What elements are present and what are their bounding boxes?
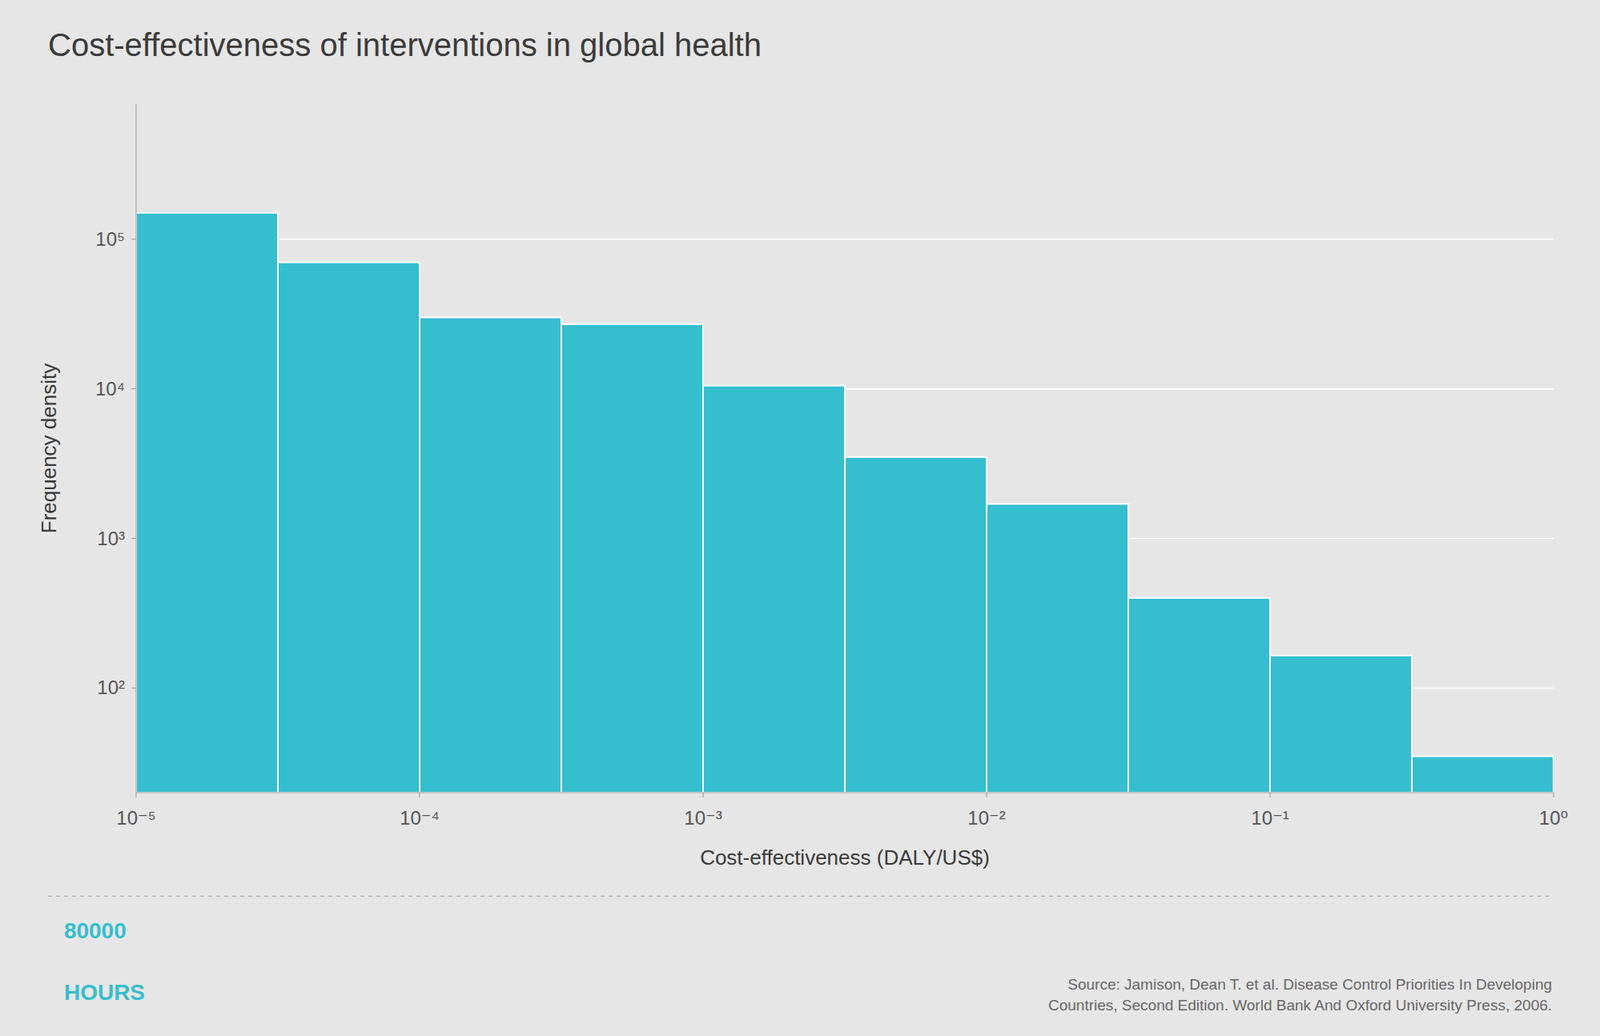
bars — [136, 213, 1554, 793]
x-tick — [703, 792, 704, 798]
bar — [136, 213, 278, 793]
x-tick — [986, 792, 988, 798]
x-axis-line — [136, 792, 1554, 794]
x-tick — [1553, 792, 1555, 798]
bar — [1411, 756, 1554, 793]
y-axis-label: Frequency density — [36, 363, 61, 534]
x-tick-label: 10⁻⁴ — [399, 807, 440, 829]
bar — [703, 385, 845, 793]
y-tick-label: 10⁵ — [95, 228, 125, 250]
bar — [277, 262, 420, 793]
bar — [419, 317, 562, 793]
bar — [1128, 598, 1271, 793]
title: Cost-effectiveness of interventions in g… — [48, 27, 762, 63]
x-tick-label: 10⁻³ — [683, 807, 722, 829]
grid-line — [136, 238, 1554, 241]
bar — [986, 503, 1129, 793]
y-tick-label: 10² — [96, 676, 125, 699]
background — [0, 0, 1600, 1036]
logo-text: 80000 — [64, 918, 127, 944]
y-tick — [131, 238, 137, 240]
y-tick-label: 10³ — [96, 527, 125, 550]
x-tick — [1270, 792, 1271, 798]
x-tick — [419, 792, 421, 798]
bar — [1270, 655, 1412, 793]
source-text: Source: Jamison, Dean T. et al. Disease … — [1048, 976, 1552, 1014]
logo-text: HOURS — [64, 980, 145, 1006]
chart: Cost-effectiveness of interventions in g… — [0, 0, 1600, 1036]
x-axis-label: Cost-effectiveness (DALY/US$) — [699, 845, 990, 870]
bar — [844, 457, 987, 793]
x-tick-label: 10⁻² — [967, 807, 1006, 829]
source-line: Countries, Second Edition. World Bank An… — [1048, 996, 1552, 1014]
x-tick-label: 10⁻⁵ — [116, 807, 156, 829]
y-tick — [131, 388, 137, 390]
source-line: Source: Jamison, Dean T. et al. Disease … — [1067, 976, 1552, 993]
x-tick-label: 10⁰ — [1539, 807, 1568, 829]
footer-separator — [48, 896, 1552, 897]
y-axis-line — [136, 104, 137, 793]
y-tick-label: 10⁴ — [95, 377, 125, 400]
x-tick — [136, 792, 137, 798]
bar — [561, 324, 704, 793]
x-tick-label: 10⁻¹ — [1250, 807, 1289, 829]
y-tick — [131, 687, 137, 689]
y-tick — [131, 538, 137, 539]
